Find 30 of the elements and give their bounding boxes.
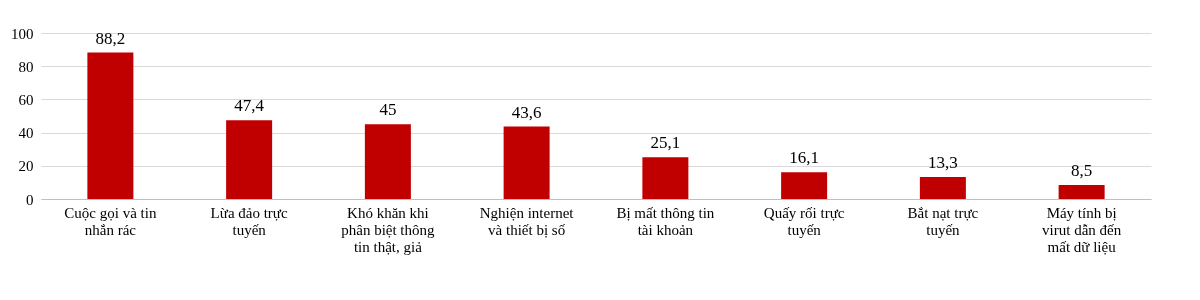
bar: [781, 172, 828, 199]
data-label: 13,3: [928, 152, 958, 172]
x-tick-label: Nghiện internet và thiết bị số: [479, 204, 575, 238]
y-tick-label: 80: [18, 58, 34, 75]
y-tick-label: 20: [18, 158, 34, 175]
y-tick-label: 40: [18, 125, 34, 142]
x-tick-label: Khó khăn khi phân biệt thông tin thật, giả: [341, 204, 436, 255]
x-tick-label: Lừa đảo trực tuyến: [210, 204, 288, 238]
x-tick-label: Quấy rối trực tuyến: [763, 204, 845, 238]
bar: [642, 157, 689, 199]
x-tick-label: Bắt nạt trực tuyến: [907, 204, 979, 238]
data-label: 47,4: [234, 96, 265, 116]
data-label: 25,1: [650, 133, 681, 153]
data-label: 45: [379, 100, 397, 120]
bar: [1058, 184, 1105, 199]
bar: [364, 124, 411, 199]
bar: [226, 120, 273, 199]
x-tick-label: Máy tính bị virut dẫn đến mất dữ liệu: [1042, 204, 1122, 255]
y-tick-label: 100: [11, 25, 34, 42]
x-tick-label: Bị mất thông tin tài khoản: [616, 204, 715, 238]
y-tick-label: 0: [26, 191, 34, 208]
x-tick-label: Cuộc gọi và tin nhắn rác: [64, 204, 157, 238]
bar: [919, 176, 966, 199]
data-label: 88,2: [95, 28, 126, 48]
y-tick-label: 60: [18, 91, 34, 108]
data-label: 43,6: [511, 102, 542, 122]
bar: [503, 126, 550, 199]
data-label: 8,5: [1071, 160, 1093, 180]
bar: [87, 52, 134, 199]
data-label: 16,1: [789, 148, 819, 168]
